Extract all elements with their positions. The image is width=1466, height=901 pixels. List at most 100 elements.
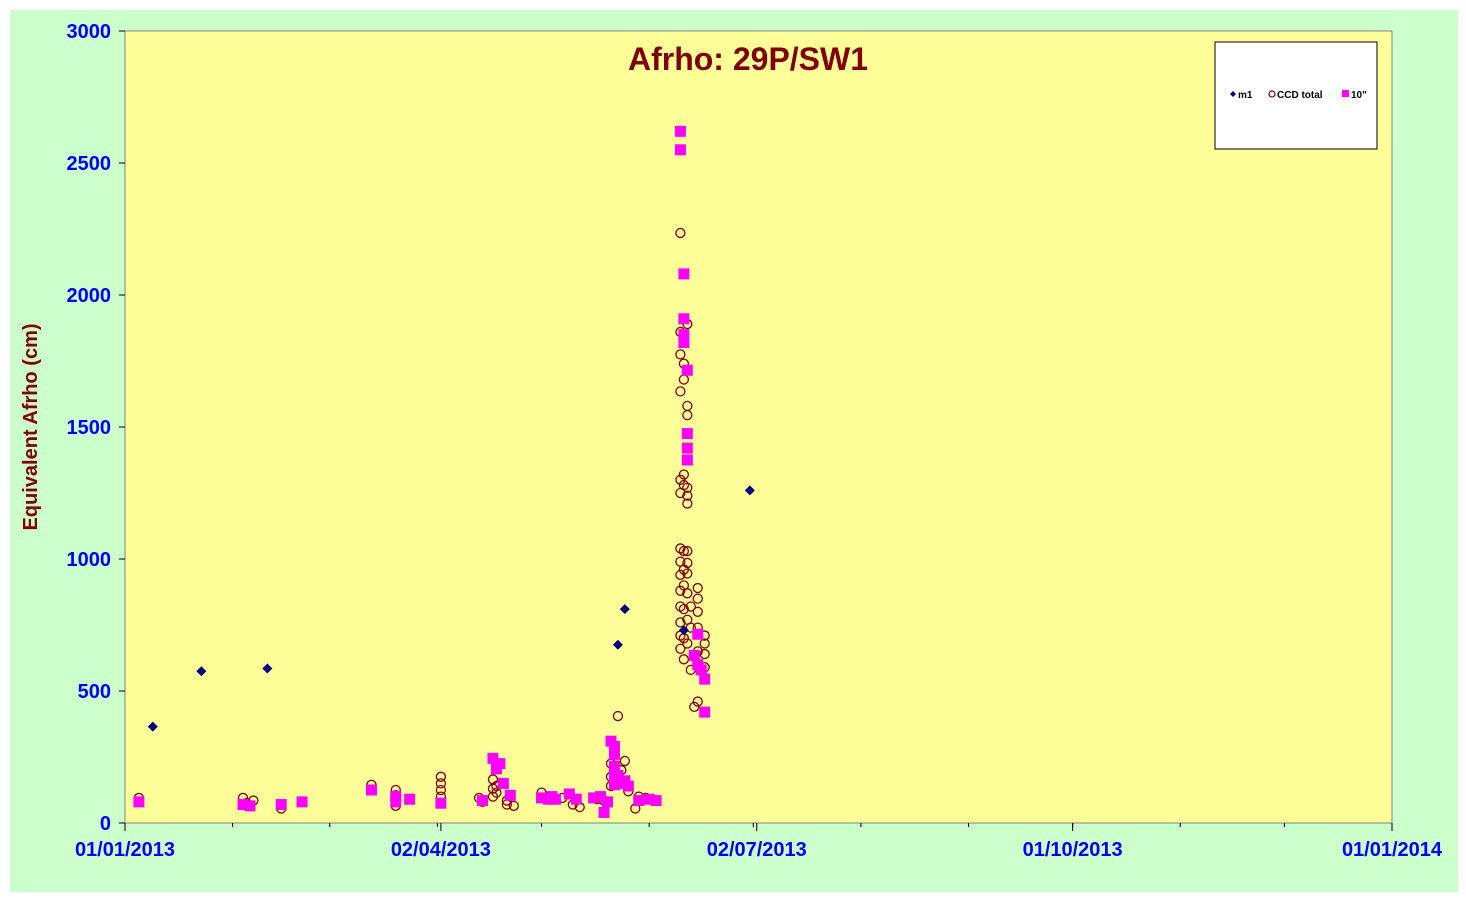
data-point-ccd-total xyxy=(699,648,710,660)
data-point-ccd-total xyxy=(675,585,686,596)
data-point-10in xyxy=(643,793,655,805)
data-point-ccd-total xyxy=(491,787,502,798)
data-point-10in xyxy=(678,313,690,325)
data-point-ccd-total xyxy=(675,601,686,612)
data-point-ccd-total xyxy=(685,622,696,633)
series-m1 xyxy=(147,485,755,732)
data-point-10in xyxy=(633,795,645,807)
data-point-m1 xyxy=(619,604,630,615)
data-point-ccd-total xyxy=(675,349,686,360)
y-axis-label: Equivalent Afrho (cm) xyxy=(20,323,42,530)
data-point-ccd-total xyxy=(508,800,519,811)
x-tick-label: 01/01/2014 xyxy=(1342,839,1443,861)
data-point-10in xyxy=(678,329,690,341)
data-point-10in xyxy=(681,364,693,376)
series-10- xyxy=(133,125,711,818)
data-point-10in xyxy=(390,796,402,808)
legend-marker-ccd-total xyxy=(1268,90,1276,98)
data-point-ccd-total xyxy=(619,755,631,767)
data-point-m1 xyxy=(612,639,623,650)
legend-label-m1: m1 xyxy=(1238,90,1253,101)
data-point-ccd-total xyxy=(678,654,690,665)
data-point-ccd-total xyxy=(435,778,447,789)
x-tick-label: 02/07/2013 xyxy=(707,839,807,861)
data-point-ccd-total xyxy=(682,482,693,493)
data-point-10in xyxy=(608,748,620,760)
legend-marker-m1 xyxy=(1230,91,1236,97)
data-point-ccd-total xyxy=(682,498,693,509)
y-tick-label: 2000 xyxy=(67,285,112,307)
data-point-ccd-total xyxy=(682,490,693,501)
data-point-10in xyxy=(678,337,690,349)
y-tick-label: 1500 xyxy=(67,417,112,439)
data-point-10in xyxy=(595,791,607,803)
data-point-ccd-total xyxy=(692,606,703,617)
data-point-ccd-total xyxy=(692,593,703,604)
y-tick-label: 2500 xyxy=(67,153,112,175)
data-point-ccd-total xyxy=(675,386,686,397)
data-point-ccd-total xyxy=(678,479,690,491)
data-point-ccd-total xyxy=(675,617,686,628)
y-tick-label: 0 xyxy=(100,813,111,835)
data-point-10in xyxy=(695,664,707,676)
data-point-10in xyxy=(536,792,548,804)
data-point-10in xyxy=(608,760,620,772)
data-point-10in xyxy=(674,144,686,156)
data-point-ccd-total xyxy=(682,545,693,557)
data-point-10in xyxy=(563,788,575,800)
data-point-10in xyxy=(674,125,686,137)
data-point-ccd-total xyxy=(678,545,690,557)
data-point-m1 xyxy=(196,666,207,677)
data-point-ccd-total xyxy=(682,568,693,579)
axes: 0 500 1000 1500 2000 2500 3000 01/01/2013 02/04/… xyxy=(67,21,1443,861)
data-point-10in xyxy=(296,796,308,808)
y-tick-label: 3000 xyxy=(67,21,112,43)
data-point-10in xyxy=(678,268,690,280)
data-point-ccd-total xyxy=(435,771,447,782)
data-point-10in xyxy=(681,442,693,454)
data-point-10in xyxy=(570,793,582,805)
chart-area: Afrho: 29P/SW1 Equivalent Afrho (cm) 0 50… xyxy=(10,10,1458,892)
data-point-ccd-total xyxy=(699,638,710,649)
data-point-ccd-total xyxy=(682,638,693,649)
data-point-10in xyxy=(435,797,447,809)
data-point-10in xyxy=(487,752,499,764)
data-point-10in xyxy=(404,793,416,805)
data-point-10in xyxy=(650,795,662,807)
data-point-ccd-total xyxy=(682,588,693,599)
chart-svg: Afrho: 29P/SW1 Equivalent Afrho (cm) 0 50… xyxy=(20,21,1443,861)
y-tick-label: 1000 xyxy=(67,549,112,571)
data-point-ccd-total xyxy=(675,474,686,485)
legend-label-ccd-total: CCD total xyxy=(1277,90,1323,101)
plot-area xyxy=(124,30,1393,824)
data-point-10in xyxy=(699,706,711,718)
chart-title: Afrho: 29P/SW1 xyxy=(628,41,868,77)
data-point-10in xyxy=(681,454,693,466)
data-point-10in xyxy=(494,758,506,770)
x-tick-label: 01/01/2013 xyxy=(75,839,175,861)
data-point-10in xyxy=(598,806,610,818)
data-point-10in xyxy=(681,428,693,440)
data-point-m1 xyxy=(147,721,158,732)
data-point-10in xyxy=(477,795,489,807)
data-point-ccd-total xyxy=(682,409,693,421)
data-point-10in xyxy=(133,796,145,808)
data-point-ccd-total xyxy=(685,601,696,612)
data-point-ccd-total xyxy=(682,557,693,569)
data-point-ccd-total xyxy=(692,696,703,707)
data-point-10in xyxy=(612,769,624,781)
data-point-ccd-total xyxy=(675,227,686,239)
data-point-10in xyxy=(622,780,634,792)
legend-box xyxy=(1214,41,1378,150)
data-point-10in xyxy=(688,649,700,661)
data-point-10in xyxy=(275,799,287,811)
data-point-m1 xyxy=(744,485,755,496)
data-point-ccd-total xyxy=(689,701,700,712)
data-point-10in xyxy=(602,796,614,808)
data-point-ccd-total xyxy=(675,543,686,554)
data-point-10in xyxy=(365,784,377,796)
data-point-m1 xyxy=(678,625,689,636)
data-point-10in xyxy=(244,800,256,812)
data-point-10in xyxy=(497,777,509,789)
data-point-m1 xyxy=(262,663,273,674)
